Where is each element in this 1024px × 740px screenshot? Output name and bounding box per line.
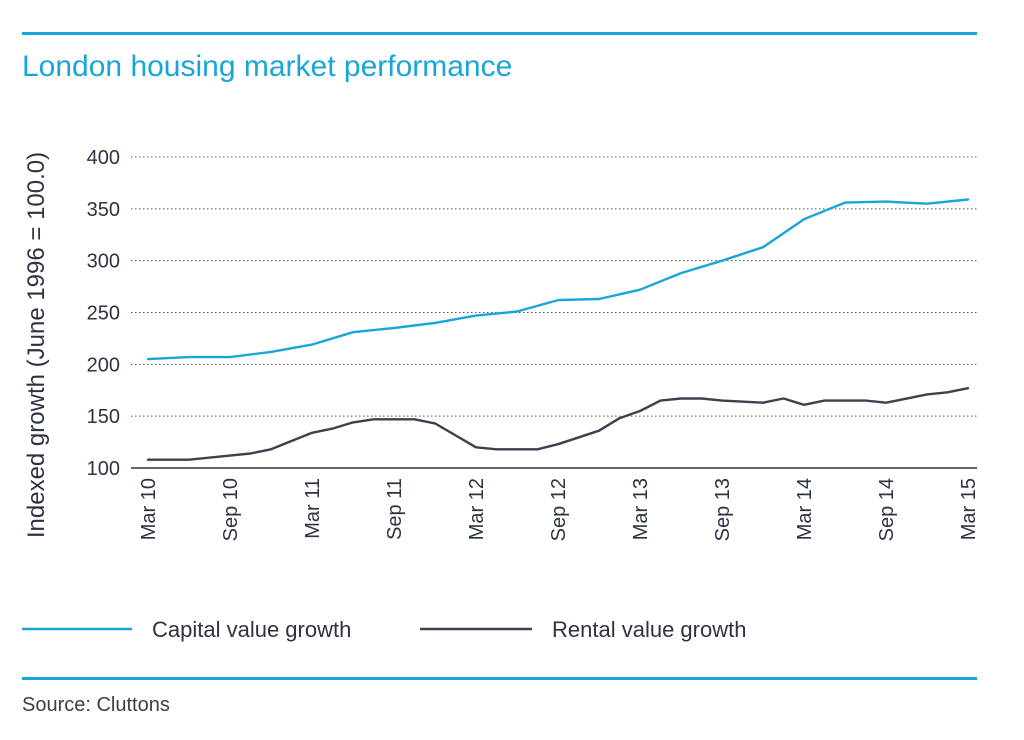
x-tick-label: Mar 13 (630, 478, 652, 540)
grid-lines (131, 156, 977, 469)
y-tick-300: 300 (87, 251, 120, 273)
y-tick-200: 200 (87, 354, 120, 376)
x-tick-label: Mar 11 (302, 478, 324, 539)
source-note: Source: Cluttons (22, 694, 170, 716)
x-tick-label: Sep 12 (548, 478, 570, 541)
x-tick-labels: Mar 10 Sep 10 Mar 11 Sep 11 Mar 12 Sep 12 Mar … (138, 478, 980, 541)
x-tick-label: Mar 10 (138, 478, 160, 540)
x-tick-label: Sep 14 (876, 478, 898, 541)
x-tick-label: Mar 15 (958, 478, 980, 540)
y-tick-400: 400 (87, 147, 120, 169)
x-tick-label: Mar 12 (466, 478, 488, 540)
x-tick-label: Sep 10 (220, 478, 242, 541)
y-tick-350: 350 (87, 199, 120, 221)
top-rule (22, 32, 977, 35)
bottom-rule (22, 677, 977, 680)
rental-value-line (146, 387, 970, 461)
x-tick-label: Sep 13 (712, 478, 734, 541)
y-axis-label: Indexed growth (June 1996 = 100.0) (23, 152, 50, 538)
x-tick-label: Sep 11 (384, 478, 406, 540)
legend: Capital value growth Rental value growth (22, 617, 746, 642)
y-tick-150: 150 (87, 406, 120, 428)
y-tick-100: 100 (87, 458, 120, 480)
chart-title: London housing market performance (22, 50, 513, 83)
y-tick-250: 250 (87, 303, 120, 325)
x-tick-label: Mar 14 (794, 478, 816, 540)
y-tick-labels: 100 150 200 250 300 350 400 (87, 147, 120, 480)
series-lines (146, 198, 970, 461)
legend-label: Capital value growth (152, 617, 351, 642)
legend-label: Rental value growth (552, 617, 746, 642)
capital-value-line (146, 198, 970, 361)
